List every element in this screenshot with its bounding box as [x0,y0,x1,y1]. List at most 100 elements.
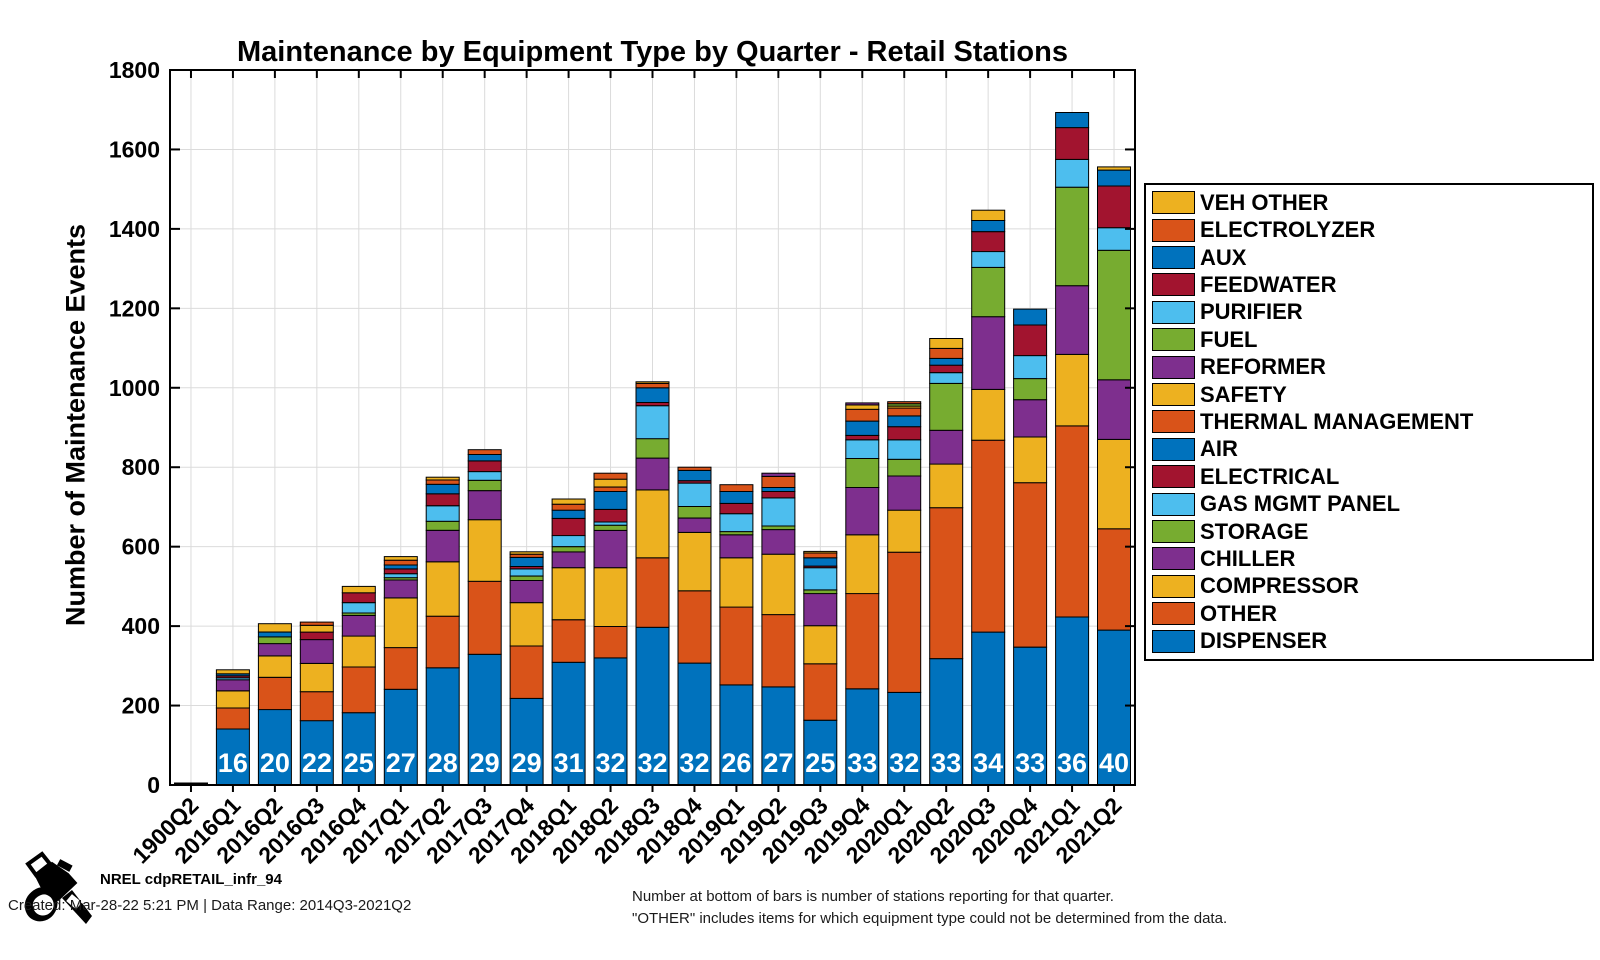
station-count-label: 29 [512,748,542,778]
bar-segment-ELECTRICAL [299,631,334,641]
bar-segment-ELECTRICAL [1097,185,1131,229]
legend-swatch-icon [1152,410,1195,434]
bar-segment-AIR [425,483,460,495]
bar-segment-OTHER [761,614,796,688]
bar-segment-SAFETY [593,478,628,488]
bar-segment-SAFETY [425,476,460,481]
bar-segment-AIR [1097,169,1131,187]
legend-label: AUX [1200,244,1247,270]
bar-segment-STORAGE [551,546,586,553]
bar-segment-SAFETY [299,624,334,633]
bar-segment-OTHER [635,557,670,628]
bar-segment-COMPRESSOR [341,635,376,668]
legend-item-air: AIR [1152,436,1586,463]
bar-segment-AIR [635,387,670,403]
bar-segment-AIR [257,631,292,638]
station-count-label: 27 [763,748,793,778]
bar-segment-CHILLER [635,457,670,491]
station-count-label: 33 [931,748,961,778]
bar-segment-ELECTRICAL [929,364,964,374]
bar-segment-ELECTRICAL [1055,127,1090,160]
bar-segment-GAS-MGMT-PANEL [929,372,964,384]
legend-label: AIR [1200,436,1238,462]
bar-segment-STORAGE [257,636,292,645]
bar-segment-AIR [719,491,754,504]
bar-segment-GAS-MGMT-PANEL [761,497,796,527]
legend-label: REFORMER [1200,354,1326,380]
legend-item-electrical: ELECTRICAL [1152,463,1586,490]
bar-segment-CHILLER [719,534,754,559]
bar-segment-COMPRESSOR [425,561,460,617]
station-count-label: 16 [218,748,248,778]
bar-segment-STORAGE [509,575,544,581]
bar-segment-DISPENSER [929,658,964,786]
legend-swatch-icon [1152,492,1195,516]
bar-segment-GAS-MGMT-PANEL [971,251,1006,268]
legend-swatch-icon [1152,383,1195,407]
bar-segment-GAS-MGMT-PANEL [551,535,586,548]
bar-segment-OTHER [677,590,712,664]
footer-brand: NREL cdpRETAIL_infr_94 [100,871,282,888]
legend-swatch-icon [1152,547,1195,571]
y-tick-label: 200 [122,693,160,719]
bar-segment-GAS-MGMT-PANEL [425,505,460,522]
bar-segment-CHILLER [215,679,250,692]
bar-segment-THERMAL-MANAGEMENT [761,475,796,488]
bar-segment-OTHER [383,647,418,690]
y-tick-label: 1200 [109,295,160,321]
bar-segment-THERMAL-MANAGEMENT [887,407,922,417]
legend-item-chiller: CHILLER [1152,545,1586,572]
station-count-label: 20 [260,748,290,778]
y-tick-label: 1000 [109,375,160,401]
chart-title: Maintenance by Equipment Type by Quarter… [237,36,1068,68]
bar-segment-SAFETY [845,404,880,410]
bar-segment-AIR [887,415,922,428]
station-count-label: 28 [428,748,458,778]
bar-segment-THERMAL-MANAGEMENT [803,552,838,559]
bar-segment-DISPENSER [467,653,502,786]
legend-item-fuel: FUEL [1152,326,1586,353]
legend-item-compressor: COMPRESSOR [1152,573,1586,600]
bar-segment-CHILLER [677,517,712,533]
bar-segment-COMPRESSOR [383,597,418,649]
bar-segment-ELECTROLYZER [593,472,628,480]
bar-segment-COMPRESSOR [1013,436,1048,484]
station-count-label: 25 [344,748,374,778]
bar-segment-GAS-MGMT-PANEL [677,482,712,508]
legend-item-aux: AUX [1152,244,1586,271]
bar-segment-STORAGE [425,520,460,531]
bar-segment-DISPENSER [257,709,292,786]
bar-segment-CHILLER [257,643,292,657]
bar-segment-STORAGE [971,266,1006,318]
bar-segment-THERMAL-MANAGEMENT [635,382,670,389]
station-count-label: 29 [470,748,500,778]
legend-label: FUEL [1200,326,1258,352]
bar-segment-CHILLER [467,490,502,521]
bar-segment-CHILLER [509,579,544,604]
bar-segment-OTHER [174,782,208,785]
legend-label: VEH OTHER [1200,189,1329,215]
bar-segment-COMPRESSOR [257,655,292,678]
bar-segment-GAS-MGMT-PANEL [1013,355,1048,380]
bar-segment-AIR [1055,112,1090,129]
bar-segment-ELECTRICAL [341,592,376,604]
bar-segment-THERMAL-MANAGEMENT [425,479,460,485]
legend-label: ELECTRICAL [1200,463,1340,489]
y-tick-label: 1600 [109,136,160,162]
bar-segment-OTHER [1013,482,1048,648]
bar-segment-AIR [551,509,586,519]
station-count-label: 25 [805,748,835,778]
bar-segment-GAS-MGMT-PANEL [845,439,880,459]
bar-segment-COMPRESSOR [593,567,628,628]
bar-segment-OTHER [593,626,628,659]
bar-segment-DISPENSER [1013,646,1048,786]
station-count-label: 33 [847,748,877,778]
bar-segment-DISPENSER [215,728,250,786]
bar-segment-STORAGE [1013,378,1048,401]
bar-segment-SAFETY [383,556,418,561]
bar-segment-CHILLER [593,529,628,569]
bar-segment-STORAGE [1055,186,1090,287]
bar-segment-THERMAL-MANAGEMENT [845,408,880,422]
bar-segment-ELECTRICAL [593,508,628,523]
